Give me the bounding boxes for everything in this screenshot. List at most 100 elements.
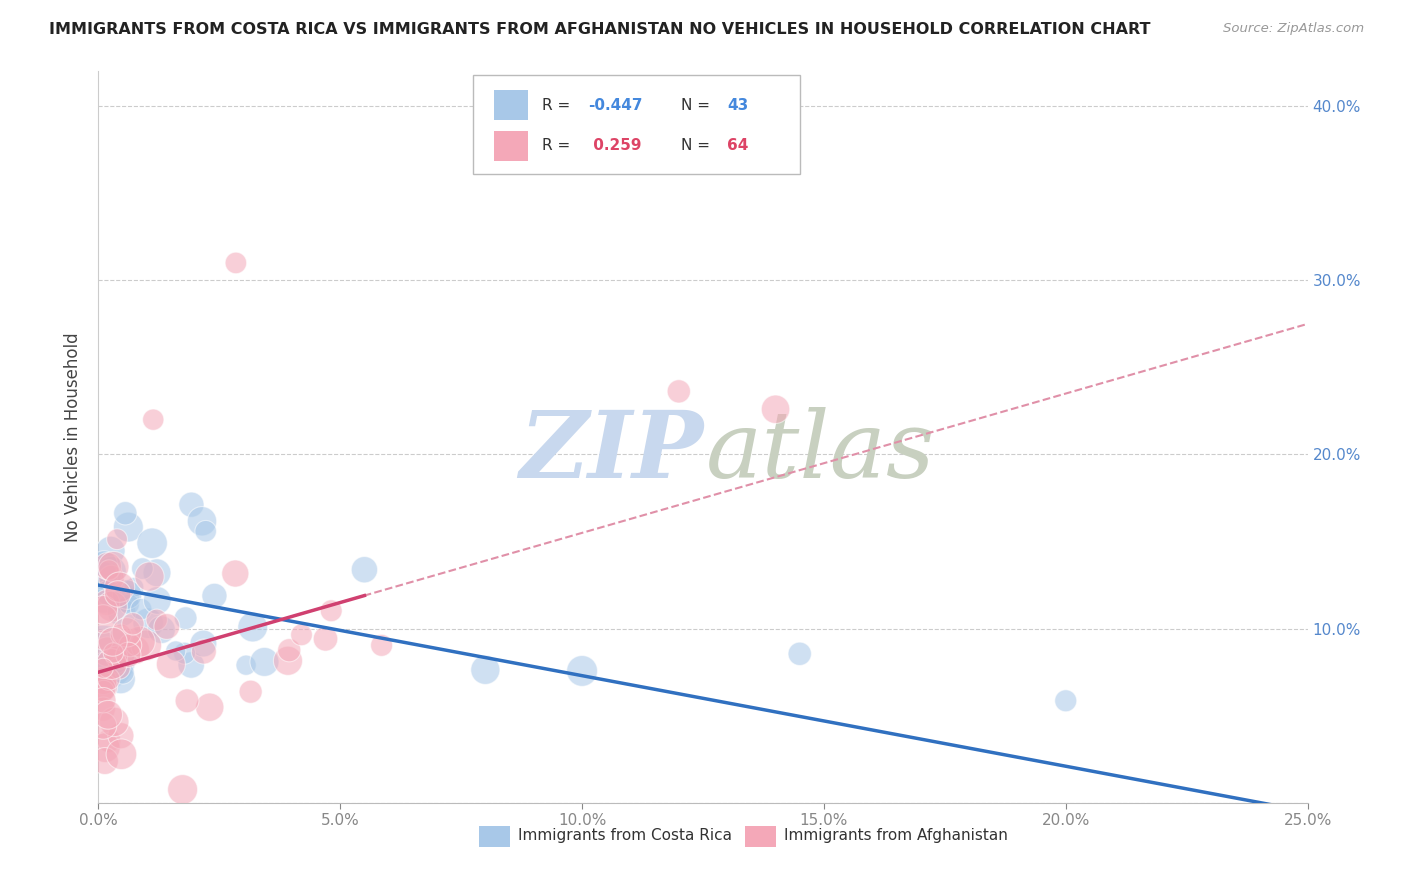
Point (165, 644, 187, 658)
Point (100, 543, 122, 558)
Point (100, 657, 122, 671)
Point (1054, 694, 1077, 708)
Point (110, 729, 132, 743)
Text: Immigrants from Costa Rica: Immigrants from Costa Rica (517, 828, 733, 843)
Point (131, 561, 153, 575)
Point (118, 598, 141, 612)
Point (107, 587, 129, 601)
Point (117, 648, 139, 662)
Point (136, 616, 159, 631)
Point (176, 694, 198, 708)
Point (97, 707, 120, 722)
Bar (745, 826, 776, 847)
Point (91, 693, 114, 707)
Point (91, 657, 114, 672)
FancyBboxPatch shape (474, 75, 800, 174)
Point (91, 682, 114, 697)
Point (174, 611, 197, 625)
Point (172, 782, 194, 797)
Point (120, 638, 142, 652)
Point (103, 646, 125, 660)
Point (110, 648, 132, 662)
Point (765, 402, 787, 417)
Point (290, 628, 312, 642)
Point (353, 563, 375, 577)
Point (110, 627, 132, 641)
Point (235, 658, 257, 673)
Text: N =: N = (682, 97, 716, 112)
Point (278, 643, 301, 657)
Point (180, 498, 202, 512)
Point (135, 638, 157, 652)
Point (277, 654, 299, 668)
Point (571, 664, 593, 678)
Point (180, 657, 202, 672)
Point (141, 536, 163, 550)
Point (111, 665, 134, 680)
Point (105, 649, 128, 664)
Point (96, 645, 118, 659)
Point (315, 632, 337, 646)
Point (110, 747, 132, 762)
Point (146, 593, 169, 607)
Point (96, 595, 118, 609)
Text: IMMIGRANTS FROM COSTA RICA VS IMMIGRANTS FROM AFGHANISTAN NO VEHICLES IN HOUSEHO: IMMIGRANTS FROM COSTA RICA VS IMMIGRANTS… (49, 22, 1150, 37)
Y-axis label: No Vehicles in Household: No Vehicles in Household (65, 332, 83, 542)
Point (129, 602, 152, 616)
Point (91, 673, 114, 688)
Point (225, 256, 247, 270)
Point (91, 568, 114, 582)
Point (117, 520, 139, 534)
Point (115, 588, 138, 602)
Point (100, 564, 122, 578)
Point (103, 559, 125, 574)
Point (115, 625, 138, 640)
Point (789, 647, 811, 661)
Point (193, 636, 215, 650)
Point (239, 684, 262, 698)
Text: ZIP: ZIP (519, 407, 703, 497)
Point (108, 661, 131, 675)
Point (91, 719, 114, 733)
Bar (494, 89, 527, 120)
Point (91, 633, 114, 648)
Point (93, 558, 115, 572)
Point (321, 604, 343, 618)
Point (91, 680, 114, 694)
Point (97, 559, 120, 574)
Point (101, 599, 124, 614)
Text: Source: ZipAtlas.com: Source: ZipAtlas.com (1223, 22, 1364, 36)
Text: R =: R = (543, 138, 575, 153)
Point (111, 605, 134, 619)
Point (204, 589, 226, 603)
Text: 64: 64 (727, 138, 748, 153)
Point (242, 620, 264, 634)
Point (105, 532, 128, 546)
Point (224, 566, 246, 581)
Point (105, 656, 128, 670)
Point (91, 593, 114, 607)
Point (91, 661, 114, 675)
Point (97, 586, 120, 600)
Point (103, 714, 125, 729)
Text: 0.259: 0.259 (588, 138, 641, 153)
Point (198, 700, 221, 714)
Point (97, 568, 120, 582)
Point (173, 646, 195, 660)
Point (114, 506, 136, 520)
Point (150, 623, 173, 637)
Point (122, 580, 145, 594)
Point (253, 655, 276, 669)
Point (101, 635, 124, 649)
Point (97, 733, 120, 747)
Bar (479, 826, 509, 847)
Text: N =: N = (682, 138, 716, 153)
Point (94, 740, 117, 755)
Point (138, 569, 160, 583)
Point (114, 591, 136, 605)
Point (94, 754, 117, 768)
Point (122, 616, 145, 631)
Point (93, 676, 115, 690)
Text: atlas: atlas (706, 407, 935, 497)
Point (128, 634, 150, 648)
